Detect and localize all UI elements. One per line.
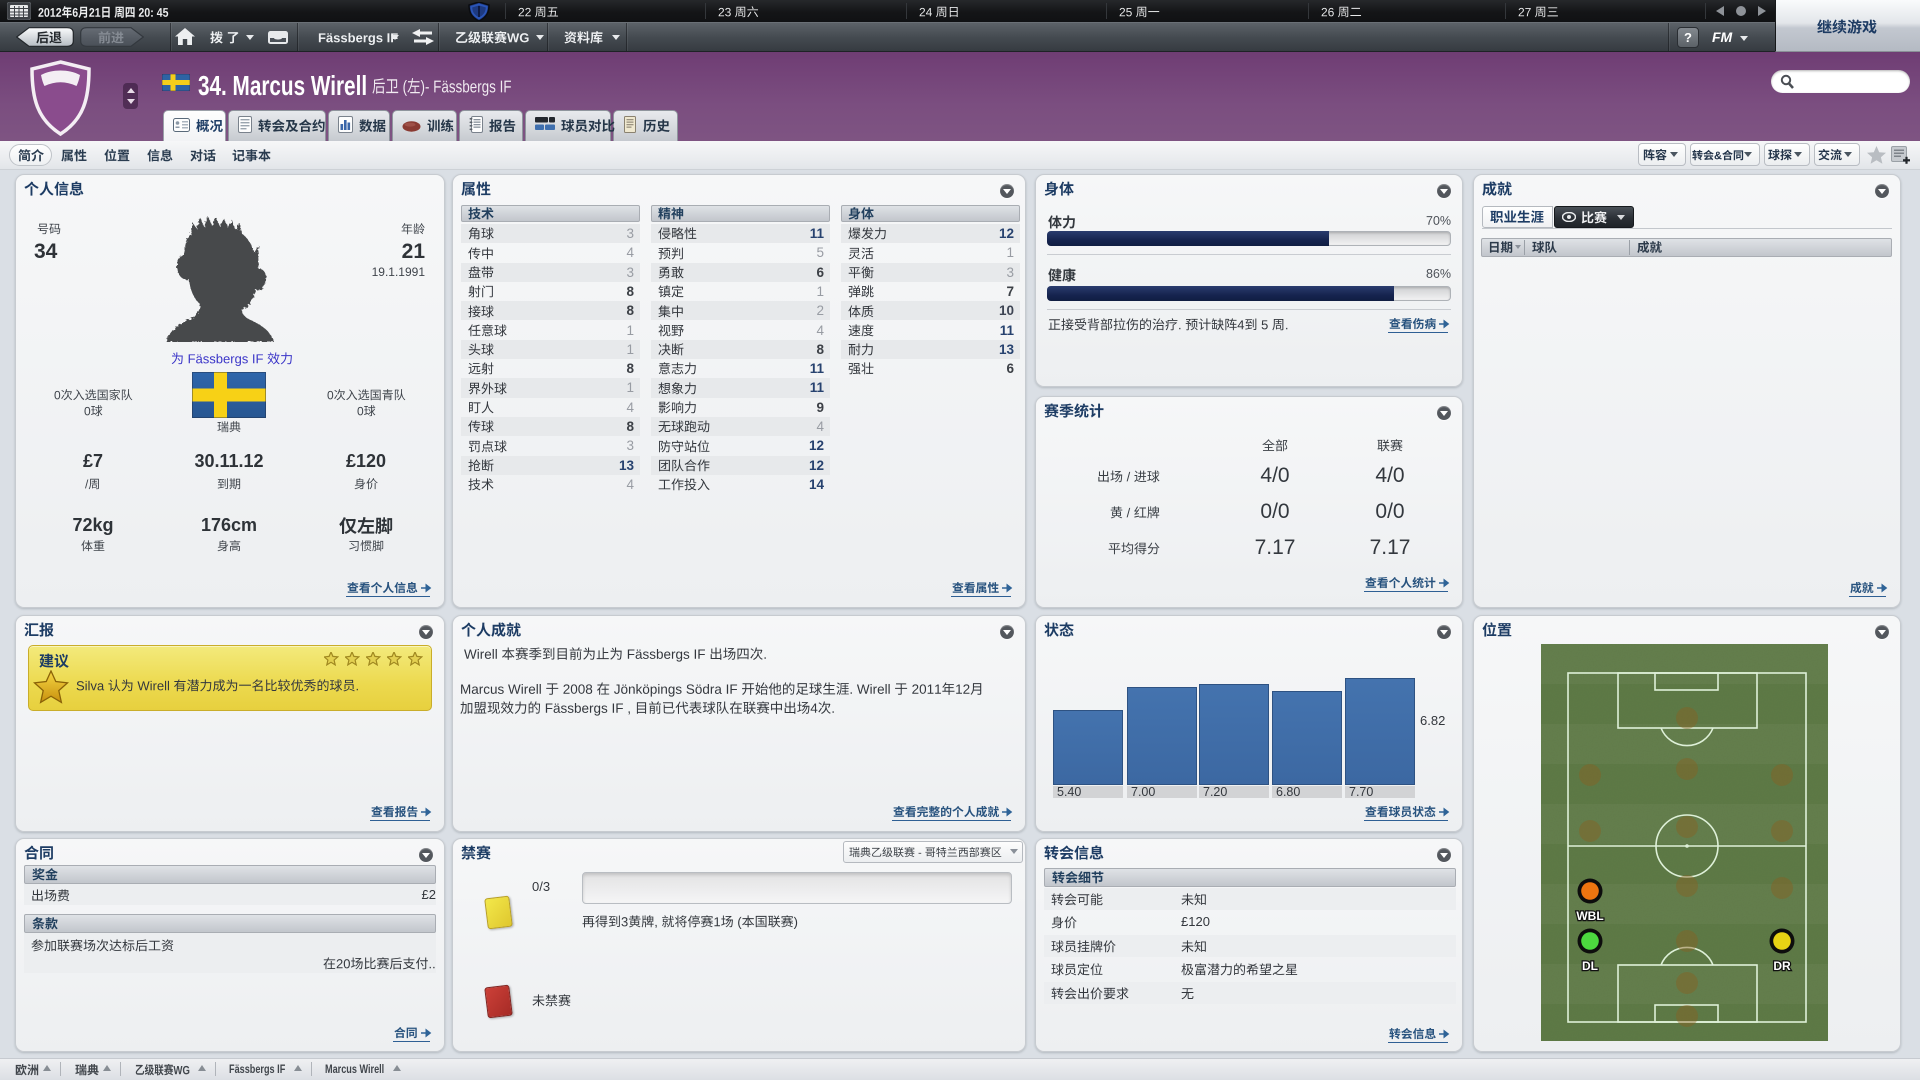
svg-text:WBL: WBL <box>1576 909 1603 923</box>
svg-text:DL: DL <box>1582 959 1598 973</box>
svg-text:DR: DR <box>1773 959 1791 973</box>
svg-text:WBL: WBL <box>1576 909 1603 923</box>
svg-text:DR: DR <box>1773 959 1791 973</box>
svg-text:DL: DL <box>1582 959 1598 973</box>
